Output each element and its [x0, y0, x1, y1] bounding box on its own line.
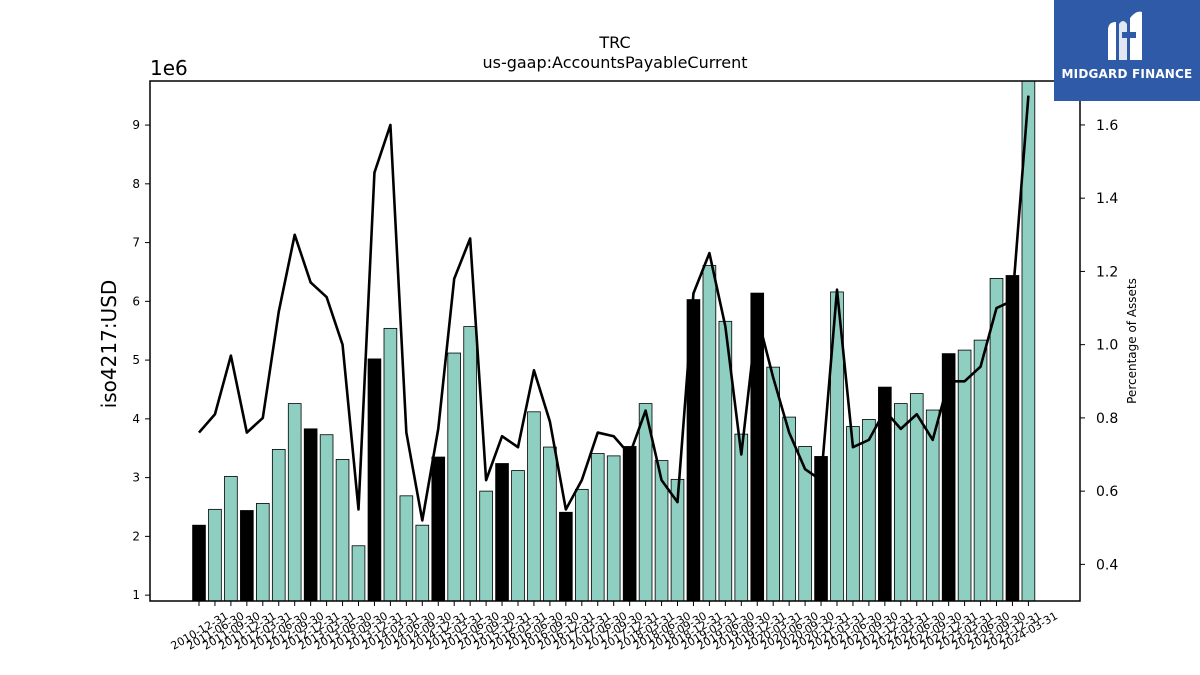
y2-tick-label: 1.4 [1096, 191, 1118, 207]
bar [559, 511, 573, 602]
bar [957, 349, 972, 602]
y2-tick-label: 1.2 [1096, 264, 1118, 280]
y-tick-label: 2 [132, 529, 140, 543]
bar [303, 428, 318, 602]
bar [622, 446, 637, 602]
bar [702, 265, 717, 602]
y-offset-label: 1e6 [150, 56, 188, 80]
y-tick-label: 1 [132, 588, 140, 602]
bar [606, 455, 621, 602]
bar [495, 463, 509, 602]
bar [750, 292, 765, 602]
y2-axis-label: Percentage of Assets [1125, 278, 1139, 404]
y-tick-label: 7 [132, 236, 140, 250]
plot-frame [149, 80, 1081, 602]
series-line [198, 95, 1030, 522]
bar [766, 366, 780, 602]
y2-tick-label: 0.4 [1096, 557, 1118, 573]
bar [255, 503, 270, 602]
bar [271, 449, 286, 602]
bar [511, 470, 525, 602]
bar [973, 339, 988, 602]
bar [208, 508, 222, 602]
chart-title: TRC [598, 33, 630, 52]
bar [192, 524, 206, 602]
y-tick-label: 8 [132, 177, 140, 191]
y-tick-label: 4 [132, 412, 140, 426]
bar [415, 524, 430, 602]
y2-tick-label: 1.6 [1096, 118, 1118, 134]
y2-ticks: 0.4 0.6 0.8 1.0 1.2 1.4 1.6 [1080, 118, 1118, 573]
y-tick-label: 3 [132, 471, 140, 485]
bar [941, 353, 956, 602]
bar [447, 352, 461, 602]
bar [734, 433, 749, 602]
bar [399, 495, 414, 602]
bar [894, 403, 908, 602]
bar [909, 393, 924, 602]
bar [846, 426, 860, 602]
y-tick-label: 5 [132, 353, 140, 367]
bar [240, 510, 254, 602]
bar [479, 490, 493, 602]
line-group [198, 95, 1030, 522]
bars-group [192, 80, 1036, 602]
bar [335, 458, 350, 602]
y-axis-label: iso4217:USD [97, 280, 121, 409]
bar [351, 545, 366, 602]
bar [1005, 275, 1020, 602]
bar [383, 327, 398, 602]
bar [319, 434, 334, 602]
y-tick-label: 9 [132, 118, 140, 132]
bar [590, 453, 605, 602]
midgard-logo-icon [1108, 11, 1142, 61]
bar [224, 476, 238, 602]
bar [575, 488, 589, 602]
brand-name: MIDGARD FINANCE [1061, 67, 1193, 81]
y2-tick-label: 0.6 [1096, 484, 1118, 500]
bar [287, 403, 302, 602]
chart-subtitle: us-gaap:AccountsPayableCurrent [482, 53, 747, 72]
bar [543, 446, 557, 602]
y2-tick-label: 1.0 [1096, 338, 1118, 354]
midgard-finance-logo: MIDGARD FINANCE [1054, 0, 1200, 101]
y2-tick-label: 0.8 [1096, 411, 1118, 427]
x-ticks: 2010-12-312011-06-302011-09-302011-12-31… [169, 601, 1060, 653]
bar [431, 456, 446, 602]
bar [527, 411, 541, 602]
y-ticks: 1 2 3 4 5 6 7 8 9 [132, 118, 150, 602]
bar [367, 358, 382, 602]
y-tick-label: 6 [132, 294, 140, 308]
bar [862, 419, 876, 602]
bar [463, 326, 477, 602]
